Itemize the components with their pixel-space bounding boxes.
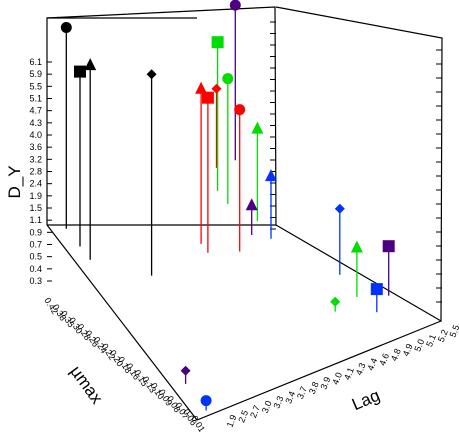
point-green-diamond [330, 296, 341, 307]
z-tick-label: 0.3 [29, 276, 42, 286]
z-tick-label: 2.8 [29, 167, 42, 177]
z-tick-label: 5.1 [29, 94, 42, 104]
z-tick-label: 1.9 [29, 191, 42, 201]
lag-tick-label: 3.8 [307, 380, 321, 395]
point-blue-triangle [265, 169, 277, 182]
lag-tick-label: 4.1 [342, 366, 356, 381]
lag-tick-label: 4.9 [401, 342, 415, 357]
back-right-wall [275, 6, 443, 323]
point-red-diamond [211, 83, 222, 94]
z-tick-label: 4.3 [29, 118, 42, 128]
lag-tick-label: 3.4 [283, 390, 297, 405]
mu-axis-title: µmax [66, 362, 106, 407]
markers [60, 0, 395, 407]
point-red-circle [234, 104, 246, 116]
point-purple-diamond [180, 365, 191, 376]
floor-frame [46, 224, 442, 421]
point-blue-circle [200, 395, 212, 407]
z-tick-label: 0.9 [29, 227, 42, 237]
lag-tick-label: 4.8 [389, 347, 403, 362]
z-tick-label: 0.7 [29, 240, 42, 250]
lag-tick-label: 1.9 [225, 413, 239, 428]
point-black-diamond [146, 69, 157, 80]
lag-axis-title: Lag [349, 386, 383, 415]
point-black-triangle [84, 58, 97, 71]
point-black-square [74, 65, 86, 78]
lag-tick-label: 3.7 [295, 385, 309, 400]
lag-tick-label: 2.7 [248, 404, 262, 419]
lag-tick-label: 5.5 [448, 323, 459, 338]
z-tick-label: 5.9 [29, 69, 42, 79]
point-blue-diamond [334, 203, 345, 214]
point-red-triangle [195, 81, 208, 94]
point-purple-square [382, 240, 395, 253]
lag-tick-label: 4.6 [377, 352, 391, 367]
lag-tick-label: 5.0 [412, 338, 426, 353]
z-tick-label: 4.7 [29, 106, 42, 116]
point-red-square [201, 91, 214, 104]
z-tick-label: 3.6 [29, 142, 42, 152]
z-tick-label: 2.4 [29, 179, 42, 189]
lag-tick-label: 4.0 [330, 371, 344, 386]
lag-axis-ticks: 1.92.52.73.03.33.43.73.83.94.04.14.34.44… [225, 323, 459, 428]
z-tick-label: 3.2 [29, 154, 42, 164]
lag-tick-label: 4.3 [354, 361, 368, 376]
lag-tick-label: 3.0 [260, 399, 274, 414]
z-tick-label: 1.1 [29, 215, 42, 225]
lag-tick-label: 3.9 [318, 375, 332, 390]
point-blue-square [370, 283, 383, 296]
plot-box-frame [46, 6, 443, 421]
lag-tick-label: 4.4 [365, 357, 379, 372]
point-black-circle [60, 22, 72, 33]
point-purple-triangle [245, 198, 258, 211]
z-tick-label: 5.5 [29, 81, 42, 91]
lag-tick-label: 5.1 [424, 333, 438, 348]
lag-tick-label: 5.2 [436, 328, 450, 343]
lag-tick-label: 3.3 [271, 394, 285, 409]
z-tick-label: 6.1 [29, 57, 42, 67]
point-green-circle [222, 73, 234, 85]
z-tick-label: 0.5 [29, 252, 42, 262]
stems [65, 5, 390, 411]
point-green-triangle [251, 121, 264, 134]
z-axis-title: D_Y [5, 165, 24, 198]
z-tick-label: 0.4 [29, 264, 42, 274]
mu-axis-ticks: 0.420.380.350.300.280.260.240.220.200.18… [42, 296, 207, 432]
z-axis-ticks: 6.1 5.9 5.5 5.1 4.7 4.3 4.0 3.6 3.2 2.8 2.4 1.9 1.5 1… [29, 57, 52, 286]
lag-tick-label: 2.5 [236, 409, 250, 424]
point-green-square [211, 36, 224, 49]
z-tick-label: 1.5 [29, 203, 42, 213]
back-left-wall [46, 6, 277, 226]
tick-marks [270, 21, 442, 303]
point-green-triangle [350, 240, 363, 253]
z-tick-label: 4.0 [29, 130, 42, 140]
point-purple-circle [229, 0, 241, 11]
